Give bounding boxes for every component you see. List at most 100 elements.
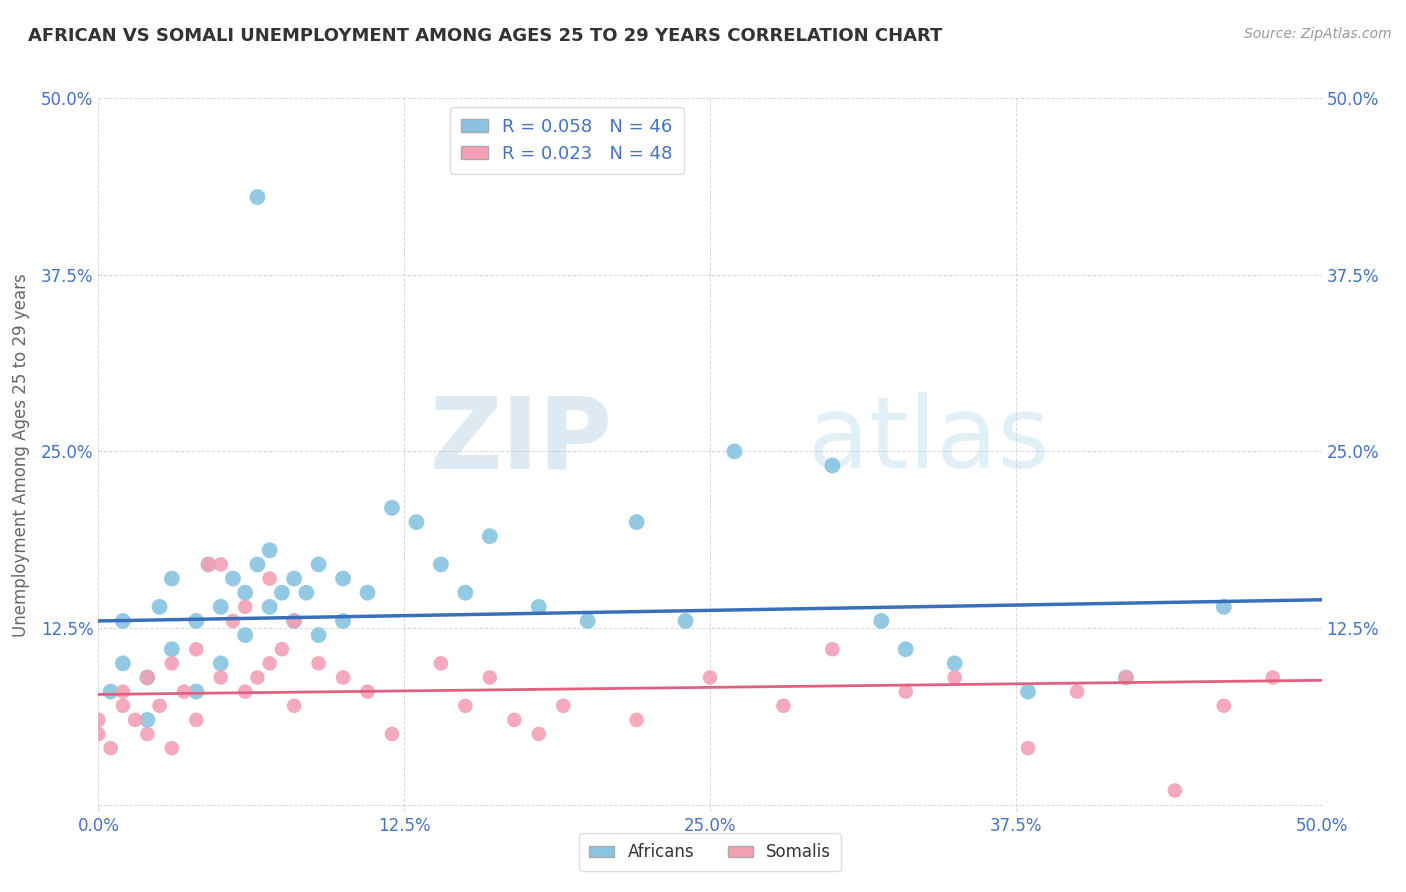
Point	[136, 671, 159, 685]
Point	[1212, 599, 1234, 614]
Point	[283, 614, 305, 628]
Point	[1017, 741, 1039, 756]
Point	[870, 614, 893, 628]
Point	[259, 599, 281, 614]
Y-axis label: Unemployment Among Ages 25 to 29 years: Unemployment Among Ages 25 to 29 years	[11, 273, 30, 637]
Point	[943, 671, 966, 685]
Point	[149, 599, 172, 614]
Point	[283, 614, 305, 628]
Point	[209, 599, 232, 614]
Point	[723, 444, 745, 458]
Point	[173, 684, 195, 698]
Point	[111, 698, 134, 713]
Point	[259, 572, 281, 586]
Text: AFRICAN VS SOMALI UNEMPLOYMENT AMONG AGES 25 TO 29 YEARS CORRELATION CHART: AFRICAN VS SOMALI UNEMPLOYMENT AMONG AGE…	[28, 27, 942, 45]
Point	[233, 599, 256, 614]
Point	[626, 713, 648, 727]
Point	[111, 684, 134, 698]
Point	[233, 628, 256, 642]
Point	[87, 727, 110, 741]
Point	[1066, 684, 1088, 698]
Point	[308, 628, 330, 642]
Point	[381, 500, 404, 515]
Point	[1115, 671, 1137, 685]
Point	[1261, 671, 1284, 685]
Point	[87, 713, 110, 727]
Point	[222, 572, 245, 586]
Point	[233, 684, 256, 698]
Point	[100, 684, 122, 698]
Point	[149, 698, 172, 713]
Point	[111, 657, 134, 671]
Point	[821, 458, 844, 473]
Point	[186, 713, 208, 727]
Point	[124, 713, 146, 727]
Point	[894, 684, 917, 698]
Point	[160, 642, 183, 657]
Point	[197, 558, 219, 572]
Point	[1164, 783, 1187, 797]
Point	[553, 698, 575, 713]
Point	[246, 671, 269, 685]
Legend: Africans, Somalis: Africans, Somalis	[579, 833, 841, 871]
Point	[1017, 684, 1039, 698]
Point	[295, 585, 318, 599]
Point	[772, 698, 794, 713]
Point	[233, 585, 256, 599]
Point	[675, 614, 697, 628]
Point	[405, 515, 427, 529]
Point	[576, 614, 599, 628]
Point	[186, 614, 208, 628]
Point	[381, 727, 404, 741]
Point	[186, 684, 208, 698]
Point	[160, 572, 183, 586]
Point	[270, 642, 294, 657]
Point	[478, 671, 501, 685]
Point	[356, 684, 378, 698]
Point	[430, 657, 453, 671]
Point	[821, 642, 844, 657]
Point	[111, 614, 134, 628]
Point	[308, 657, 330, 671]
Point	[160, 741, 183, 756]
Point	[308, 558, 330, 572]
Point	[503, 713, 526, 727]
Point	[246, 190, 269, 204]
Point	[332, 572, 354, 586]
Point	[478, 529, 501, 543]
Point	[1115, 671, 1137, 685]
Text: ZIP: ZIP	[429, 392, 612, 489]
Point	[270, 585, 294, 599]
Point	[527, 599, 550, 614]
Point	[454, 698, 477, 713]
Point	[259, 543, 281, 558]
Point	[626, 515, 648, 529]
Point	[943, 657, 966, 671]
Point	[356, 585, 378, 599]
Point	[136, 713, 159, 727]
Point	[222, 614, 245, 628]
Point	[197, 558, 219, 572]
Point	[209, 671, 232, 685]
Point	[454, 585, 477, 599]
Point	[894, 642, 917, 657]
Point	[209, 558, 232, 572]
Point	[246, 558, 269, 572]
Point	[430, 558, 453, 572]
Point	[209, 657, 232, 671]
Point	[527, 727, 550, 741]
Point	[1212, 698, 1234, 713]
Point	[699, 671, 721, 685]
Text: Source: ZipAtlas.com: Source: ZipAtlas.com	[1244, 27, 1392, 41]
Point	[332, 614, 354, 628]
Point	[283, 698, 305, 713]
Point	[332, 671, 354, 685]
Point	[100, 741, 122, 756]
Point	[136, 671, 159, 685]
Point	[186, 642, 208, 657]
Point	[259, 657, 281, 671]
Point	[283, 572, 305, 586]
Text: atlas: atlas	[808, 392, 1049, 489]
Point	[136, 727, 159, 741]
Point	[160, 657, 183, 671]
